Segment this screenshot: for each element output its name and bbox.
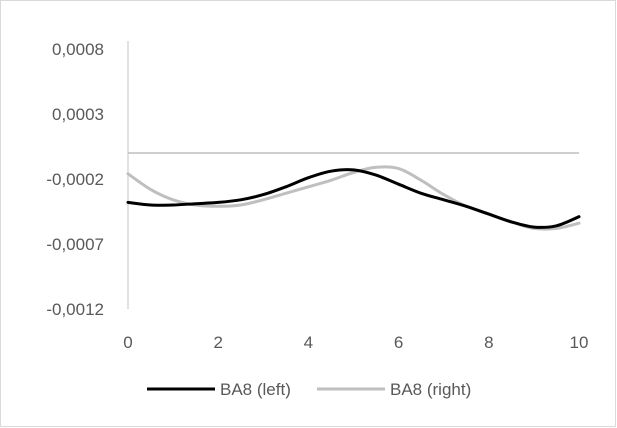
y-tick-label: -0,0007 xyxy=(46,235,104,254)
y-tick-label: -0,0012 xyxy=(46,300,104,319)
x-tick-label: 2 xyxy=(213,333,222,352)
y-tick-label: -0,0002 xyxy=(46,170,104,189)
x-tick-label: 8 xyxy=(484,333,493,352)
x-tick-label: 4 xyxy=(304,333,313,352)
tick-labels: 0,0008 0,0003 -0,0002 -0,0007 -0,0012 0 2 4 6 8 10 xyxy=(46,40,588,352)
x-tick-label: 10 xyxy=(570,333,589,352)
x-tick-label: 6 xyxy=(394,333,403,352)
series-line-ba8-right xyxy=(126,165,581,231)
legend: BA8 (left) BA8 (right) xyxy=(147,380,471,399)
axes-layer xyxy=(127,41,579,309)
y-tick-label: 0,0008 xyxy=(52,40,104,59)
legend-label: BA8 (right) xyxy=(390,380,471,399)
x-tick-label: 0 xyxy=(123,333,132,352)
legend-label: BA8 (left) xyxy=(220,380,291,399)
series-line-ba8-left xyxy=(126,168,581,229)
y-tick-label: 0,0003 xyxy=(52,105,104,124)
series-layer xyxy=(126,165,581,231)
